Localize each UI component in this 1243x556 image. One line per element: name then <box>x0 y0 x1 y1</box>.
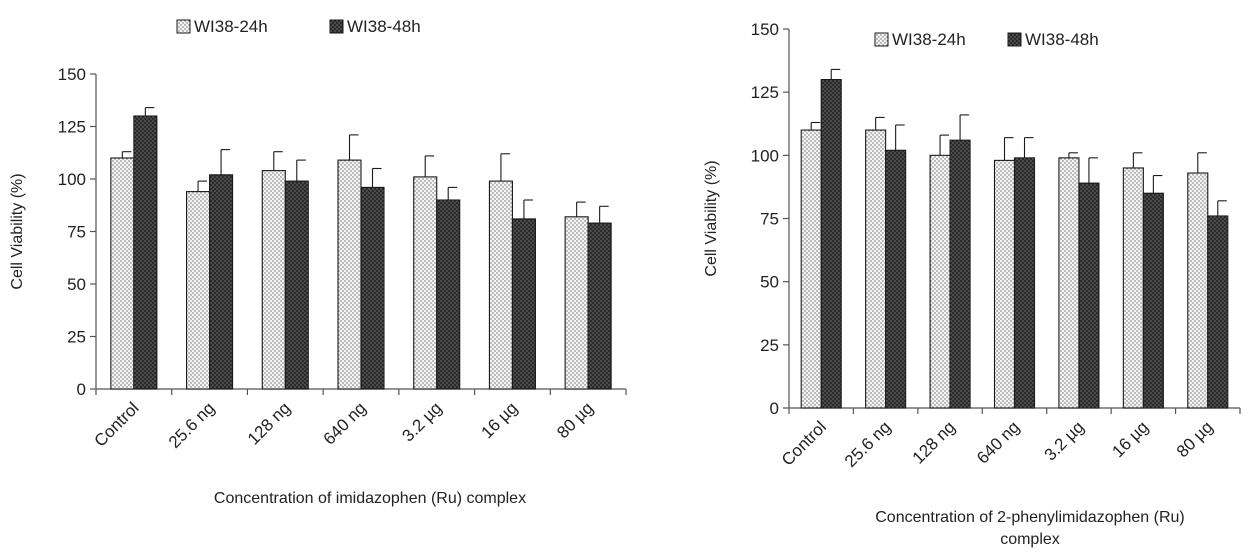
chart-left: WI38-24h WI38-48h 0 25 50 75 100 125 150 Control 2… <box>9 17 627 507</box>
bar-2-7 <box>587 222 612 390</box>
bar-2-1 <box>133 115 158 390</box>
bar-2-4 <box>360 186 385 390</box>
bar-1-7 <box>1187 172 1209 409</box>
category-label-3: 128 ng <box>909 417 959 467</box>
legend-swatch-2 <box>329 19 344 34</box>
y-tick-label-125: 125 <box>58 118 86 137</box>
legend-label-2: WI38-48h <box>347 17 421 36</box>
legend-label-1: WI38-24h <box>194 17 268 36</box>
category-label-1: Control <box>778 417 830 469</box>
bar-1-2 <box>865 129 887 409</box>
y-tick-label-50: 50 <box>67 275 86 294</box>
bar-2-3 <box>284 180 309 390</box>
legend-label-2: WI38-48h <box>1025 30 1099 49</box>
bar-1-7 <box>564 216 589 390</box>
category-label-5: 3.2 µg <box>398 398 445 445</box>
bar-1-5 <box>1058 157 1080 409</box>
bar-1-6 <box>488 180 513 390</box>
category-label-4: 640 ng <box>973 417 1023 467</box>
y-axis-title: Cell Viability (%) <box>703 160 720 276</box>
bar-1-1 <box>800 129 822 409</box>
bar-1-4 <box>993 159 1016 409</box>
category-label-5: 3.2 µg <box>1041 417 1088 464</box>
bar-1-4 <box>337 159 362 390</box>
bar-1-1 <box>110 157 135 390</box>
y-axis-title: Cell Viability (%) <box>9 173 26 289</box>
category-label-6: 16 µg <box>477 398 521 442</box>
y-tick-label-100: 100 <box>751 146 779 165</box>
y-tick-label-0: 0 <box>770 399 779 418</box>
category-label-4: 640 ng <box>320 398 370 448</box>
y-tick-label-50: 50 <box>760 273 779 292</box>
chart-left-svg: WI38-24h WI38-48h 0 25 50 75 100 125 150 Control 2… <box>9 17 627 507</box>
y-tick-label-100: 100 <box>58 170 86 189</box>
bar-2-2 <box>209 174 234 390</box>
y-tick-label-75: 75 <box>760 210 779 229</box>
x-axis-title-line-1: Concentration of 2-phenylimidazophen (Ru… <box>875 509 1185 526</box>
bar-2-6 <box>511 218 536 390</box>
bar-1-5 <box>413 176 438 390</box>
bar-2-7 <box>1207 215 1229 409</box>
category-label-3: 128 ng <box>244 398 294 448</box>
chart-right-svg: WI38-24h WI38-48h 0 25 50 75 100 125 150 Control 2… <box>703 20 1241 548</box>
x-axis-title-line-2: complex <box>1000 531 1060 548</box>
bar-2-1 <box>820 78 842 409</box>
legend: WI38-24h WI38-48h <box>874 30 1099 49</box>
category-label-2: 25.6 ng <box>165 398 219 452</box>
legend-label-1: WI38-24h <box>892 30 966 49</box>
bar-1-3 <box>261 170 286 390</box>
y-tick-label-150: 150 <box>751 20 779 39</box>
legend-swatch-1 <box>176 19 191 34</box>
x-axis-title-line-1: Concentration of imidazophen (Ru) comple… <box>214 490 526 507</box>
y-tick-label-125: 125 <box>751 83 779 102</box>
bar-1-3 <box>929 154 951 409</box>
y-tick-label-25: 25 <box>67 328 86 347</box>
bar-2-4 <box>1013 157 1036 409</box>
y-tick-label-0: 0 <box>77 380 86 399</box>
category-label-7: 80 µg <box>553 398 597 442</box>
category-label-2: 25.6 ng <box>841 417 895 471</box>
bar-2-5 <box>436 199 461 390</box>
chart-right: WI38-24h WI38-48h 0 25 50 75 100 125 150 Control 2… <box>630 0 1243 556</box>
category-label-1: Control <box>90 398 142 450</box>
y-tick-label-25: 25 <box>760 336 779 355</box>
legend: WI38-24h WI38-48h <box>176 17 421 36</box>
bar-1-2 <box>186 191 211 390</box>
legend-swatch-2 <box>1007 32 1022 47</box>
legend-swatch-1 <box>874 32 889 47</box>
y-tick-label-150: 150 <box>58 65 86 84</box>
bar-2-6 <box>1142 192 1164 409</box>
bar-2-5 <box>1078 182 1100 409</box>
y-tick-label-75: 75 <box>67 223 86 242</box>
category-label-7: 80 µg <box>1173 417 1217 461</box>
category-label-6: 16 µg <box>1108 417 1152 461</box>
bar-1-6 <box>1122 167 1144 409</box>
bar-2-3 <box>949 139 971 409</box>
bar-2-2 <box>885 149 907 409</box>
